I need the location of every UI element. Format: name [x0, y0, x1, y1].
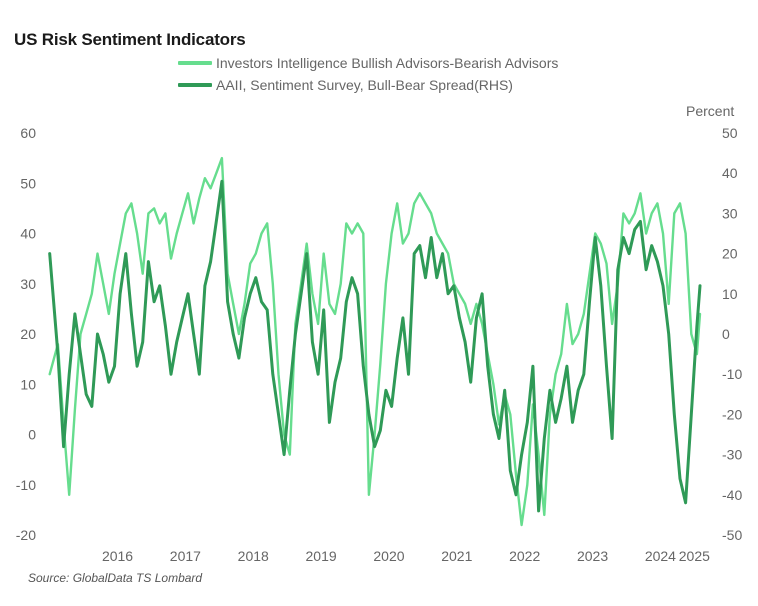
right-axis-tick-label: -10 [722, 366, 742, 382]
series-line-investors-intelligence [48, 156, 702, 527]
right-axis-tick-label: -50 [722, 527, 742, 543]
right-axis-tick-label: 50 [722, 125, 738, 141]
right-axis-tick-label: 10 [722, 286, 738, 302]
right-axis-tick-label: 30 [722, 205, 738, 221]
left-axis-tick-label: 50 [20, 175, 36, 191]
x-axis-tick-label: 2022 [509, 548, 540, 564]
x-axis-tick-label: 2024 [645, 548, 676, 564]
legend: Investors Intelligence Bullish Advisors-… [178, 52, 558, 96]
right-axis-unit-label: Percent [686, 103, 735, 119]
chart-title: US Risk Sentiment Indicators [14, 30, 246, 49]
left-axis-tick-label: 20 [20, 326, 36, 342]
x-axis-tick-label: 2021 [441, 548, 472, 564]
left-axis-tick-label: -10 [16, 477, 36, 493]
x-axis-tick-label: 2025 [679, 548, 710, 564]
right-axis-tick-label: 20 [722, 246, 738, 262]
legend-swatch-aaii [178, 83, 212, 87]
legend-label-ii: Investors Intelligence Bullish Advisors-… [216, 55, 559, 71]
legend-item-aaii: AAII, Sentiment Survey, Bull-Bear Spread… [178, 74, 558, 96]
x-axis-tick-label: 2019 [306, 548, 337, 564]
left-axis-tick-label: -20 [16, 527, 36, 543]
legend-swatch-ii [178, 61, 212, 65]
x-axis-tick-label: 2016 [102, 548, 133, 564]
left-axis-tick-label: 40 [20, 226, 36, 242]
left-axis-tick-label: 10 [20, 376, 36, 392]
x-axis-tick-label: 2023 [577, 548, 608, 564]
legend-label-aaii: AAII, Sentiment Survey, Bull-Bear Spread… [216, 77, 513, 93]
x-axis-tick-label: 2020 [373, 548, 404, 564]
series-line-aaii-spread [48, 179, 702, 513]
x-axis-tick-label: 2018 [238, 548, 269, 564]
right-axis-tick-label: -40 [722, 487, 742, 503]
legend-item-ii: Investors Intelligence Bullish Advisors-… [178, 52, 558, 74]
right-axis-tick-label: -20 [722, 406, 742, 422]
left-axis-tick-label: 60 [20, 125, 36, 141]
left-axis-tick-label: 0 [28, 427, 36, 443]
left-axis-tick-label: 30 [20, 276, 36, 292]
x-axis-tick-label: 2017 [170, 548, 201, 564]
right-axis-tick-label: 0 [722, 326, 730, 342]
right-axis-tick-label: -30 [722, 447, 742, 463]
right-axis-tick-label: 40 [722, 165, 738, 181]
source-note: Source: GlobalData TS Lombard [28, 571, 203, 585]
